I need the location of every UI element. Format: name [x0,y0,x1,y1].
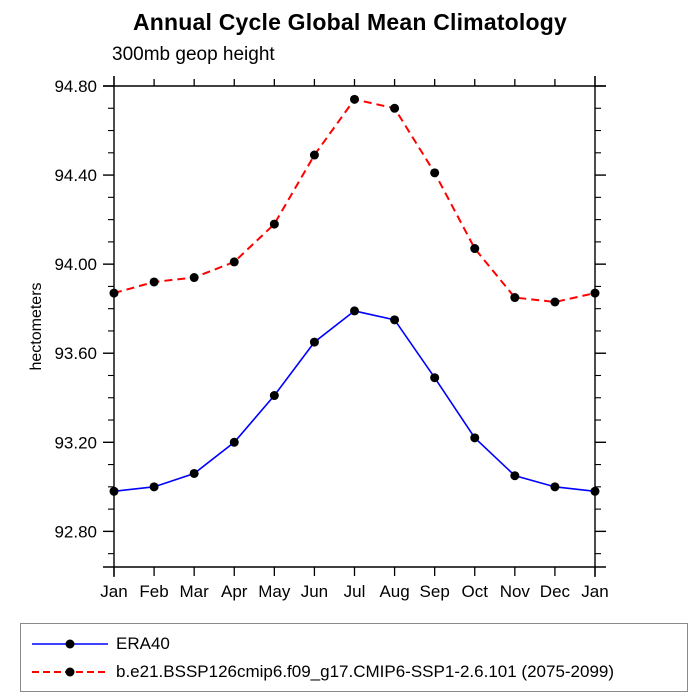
data-point-marker [269,391,279,401]
data-point-marker [510,293,520,303]
chart-subtitle: 300mb geop height [112,44,275,65]
data-point-marker [510,471,520,481]
y-tick-label: 93.60 [54,344,97,363]
data-point-marker [430,373,440,383]
model-line-swatch [32,667,108,676]
chart-title: Annual Cycle Global Mean Climatology [132,9,568,35]
data-point-marker [590,288,600,298]
data-point-marker [149,277,159,287]
data-point-marker [269,219,279,229]
x-tick-label: Jul [344,582,366,601]
y-tick-label: 93.20 [54,433,97,452]
data-point-marker [189,273,199,283]
data-point-marker [470,244,480,254]
x-tick-label: Nov [500,582,531,601]
x-tick-label: Jun [301,582,328,601]
x-tick-label: May [258,582,291,601]
legend-label-era40: ERA40 [116,633,170,653]
data-point-marker [590,486,600,496]
x-tick-label: Jan [100,582,127,601]
x-tick-label: Dec [540,582,571,601]
data-point-marker [149,482,159,492]
y-tick-label: 94.00 [54,255,97,274]
x-tick-label: Apr [221,582,248,601]
y-axis-label: hectometers [28,282,45,370]
data-point-marker [309,150,319,160]
x-tick-label: Feb [139,582,168,601]
y-tick-label: 94.80 [54,77,97,96]
legend-marker-icon [65,667,75,676]
x-tick-label: Jan [581,582,608,601]
legend-item-era40: ERA40 [30,630,687,657]
data-point-marker [430,168,440,178]
data-point-marker [109,486,119,496]
data-point-marker [390,315,400,325]
x-tick-label: Aug [379,582,409,601]
era40-line-swatch [32,639,108,648]
series-line-1 [113,98,596,304]
x-tick-label: Sep [420,582,450,601]
legend-item-model: b.e21.BSSP126cmip6.f09_g17.CMIP6-SSP1-2.… [30,658,687,685]
data-point-marker [109,288,119,298]
data-point-marker [390,103,400,113]
data-point-marker [189,468,199,478]
x-tick-label: Mar [180,582,210,601]
data-point-marker [470,433,480,443]
data-point-marker [550,297,560,307]
data-point-marker [309,337,319,347]
data-point-marker [229,437,239,447]
series-line-0 [113,310,596,493]
data-point-marker [350,94,359,104]
x-tick-label: Oct [462,582,489,601]
y-tick-label: 94.40 [54,166,97,185]
legend: ERA40 b.e21.BSSP126cmip6.f09_g17.CMIP6-S… [20,623,688,692]
legend-marker-icon [65,639,75,648]
legend-label-model: b.e21.BSSP126cmip6.f09_g17.CMIP6-SSP1-2.… [116,661,615,681]
data-point-marker [550,482,560,492]
data-point-marker [350,306,359,316]
y-tick-label: 92.80 [54,522,97,541]
data-point-marker [229,257,239,267]
